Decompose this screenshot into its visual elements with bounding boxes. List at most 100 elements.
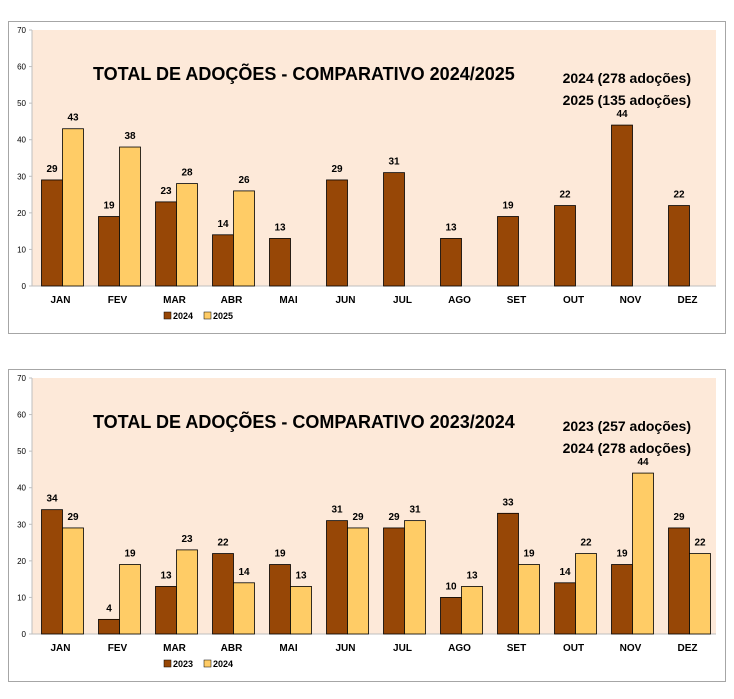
x-tick-label: MAI bbox=[279, 295, 298, 306]
x-tick-label: DEZ bbox=[678, 295, 698, 306]
x-tick-label: FEV bbox=[108, 295, 128, 306]
legend-label: 2024 bbox=[173, 311, 193, 321]
data-label: 29 bbox=[388, 512, 400, 523]
data-label: 31 bbox=[388, 157, 400, 168]
x-tick-label: MAR bbox=[163, 295, 187, 306]
bar bbox=[404, 520, 426, 635]
y-tick-label: 70 bbox=[17, 26, 26, 35]
bar bbox=[554, 205, 576, 287]
y-tick-label: 40 bbox=[17, 484, 26, 493]
data-label: 31 bbox=[331, 505, 343, 516]
x-tick-label: SET bbox=[507, 643, 526, 654]
x-tick-label: DEZ bbox=[678, 643, 698, 654]
y-tick-label: 30 bbox=[17, 172, 26, 181]
plot-area bbox=[32, 30, 716, 286]
y-tick-label: 10 bbox=[17, 593, 26, 602]
data-label: 13 bbox=[274, 222, 286, 233]
data-label: 14 bbox=[217, 219, 229, 230]
data-label: 31 bbox=[409, 505, 421, 516]
bar bbox=[212, 234, 234, 287]
data-label: 13 bbox=[160, 570, 172, 581]
bar bbox=[326, 179, 348, 287]
data-label: 29 bbox=[673, 512, 685, 523]
data-label: 19 bbox=[124, 549, 136, 560]
data-label: 19 bbox=[616, 549, 628, 560]
data-label: 22 bbox=[694, 538, 706, 549]
bar bbox=[518, 564, 540, 635]
bar bbox=[119, 564, 141, 635]
bar bbox=[575, 553, 597, 635]
bar bbox=[554, 582, 576, 635]
x-tick-label: ABR bbox=[221, 295, 243, 306]
bar bbox=[668, 527, 690, 635]
x-tick-label: JUN bbox=[335, 295, 355, 306]
legend-swatch bbox=[203, 659, 212, 668]
plot-area bbox=[32, 378, 716, 634]
data-label: 13 bbox=[445, 222, 457, 233]
summary-line-1: 2024 (278 adoções) bbox=[563, 70, 691, 86]
x-tick-label: JUL bbox=[393, 643, 412, 654]
bar bbox=[497, 216, 519, 287]
data-label: 19 bbox=[274, 549, 286, 560]
x-tick-label: JAN bbox=[50, 643, 70, 654]
x-tick-label: FEV bbox=[108, 643, 128, 654]
x-tick-label: NOV bbox=[620, 643, 642, 654]
bar bbox=[98, 216, 120, 287]
data-label: 19 bbox=[523, 549, 535, 560]
summary-line-2: 2024 (278 adoções) bbox=[563, 440, 691, 456]
bar bbox=[383, 527, 405, 635]
data-label: 14 bbox=[559, 567, 571, 578]
x-tick-label: SET bbox=[507, 295, 526, 306]
bar bbox=[233, 190, 255, 287]
data-label: 33 bbox=[502, 497, 514, 508]
data-label: 10 bbox=[445, 581, 457, 592]
data-label: 4 bbox=[106, 603, 112, 614]
x-tick-label: AGO bbox=[448, 643, 471, 654]
legend-swatch bbox=[203, 311, 212, 320]
x-tick-label: OUT bbox=[563, 295, 584, 306]
legend-label: 2024 bbox=[213, 659, 233, 669]
data-label: 29 bbox=[67, 512, 79, 523]
data-label: 43 bbox=[67, 113, 79, 124]
bar bbox=[611, 564, 633, 635]
data-label: 14 bbox=[238, 567, 250, 578]
bar bbox=[41, 179, 63, 287]
bar bbox=[326, 520, 348, 635]
data-label: 44 bbox=[616, 109, 628, 120]
chart-svg-2024-2025: 0 10 20 30 40 50 60 70 29 43 JAN 19 38 FEV 23 28 MAR 14 26… bbox=[17, 26, 716, 321]
x-tick-label: JUL bbox=[393, 295, 412, 306]
x-tick-label: OUT bbox=[563, 643, 584, 654]
bar bbox=[212, 553, 234, 635]
bar bbox=[383, 172, 405, 287]
bar bbox=[233, 582, 255, 635]
chart-title: TOTAL DE ADOÇÕES - COMPARATIVO 2024/2025 bbox=[93, 63, 515, 84]
bar bbox=[155, 201, 177, 287]
bar bbox=[62, 527, 84, 635]
y-tick-label: 30 bbox=[17, 520, 26, 529]
bar bbox=[668, 205, 690, 287]
y-tick-label: 70 bbox=[17, 374, 26, 383]
data-label: 23 bbox=[160, 186, 172, 197]
bar bbox=[440, 597, 462, 635]
data-label: 22 bbox=[559, 190, 571, 201]
bar bbox=[41, 509, 63, 635]
data-label: 22 bbox=[217, 538, 229, 549]
x-tick-label: ABR bbox=[221, 643, 243, 654]
bar bbox=[269, 564, 291, 635]
bar bbox=[461, 586, 483, 635]
legend-swatch bbox=[163, 659, 172, 668]
y-tick-label: 60 bbox=[17, 63, 26, 72]
bar bbox=[176, 549, 198, 635]
data-label: 13 bbox=[295, 570, 307, 581]
data-label: 22 bbox=[673, 190, 685, 201]
x-tick-label: MAR bbox=[163, 643, 187, 654]
data-label: 38 bbox=[124, 131, 136, 142]
data-label: 26 bbox=[238, 175, 250, 186]
data-label: 13 bbox=[466, 570, 478, 581]
bar bbox=[440, 238, 462, 287]
x-tick-label: JUN bbox=[335, 643, 355, 654]
bar bbox=[290, 586, 312, 635]
data-label: 28 bbox=[181, 168, 193, 179]
chart-panel-2024-2025: 0 10 20 30 40 50 60 70 29 43 JAN 19 38 FEV 23 28 MAR 14 26… bbox=[8, 21, 726, 334]
chart-panel-2023-2024: 0 10 20 30 40 50 60 70 34 29 JAN 4 19 FEV 13 23 MAR 22 14 A… bbox=[8, 369, 726, 682]
